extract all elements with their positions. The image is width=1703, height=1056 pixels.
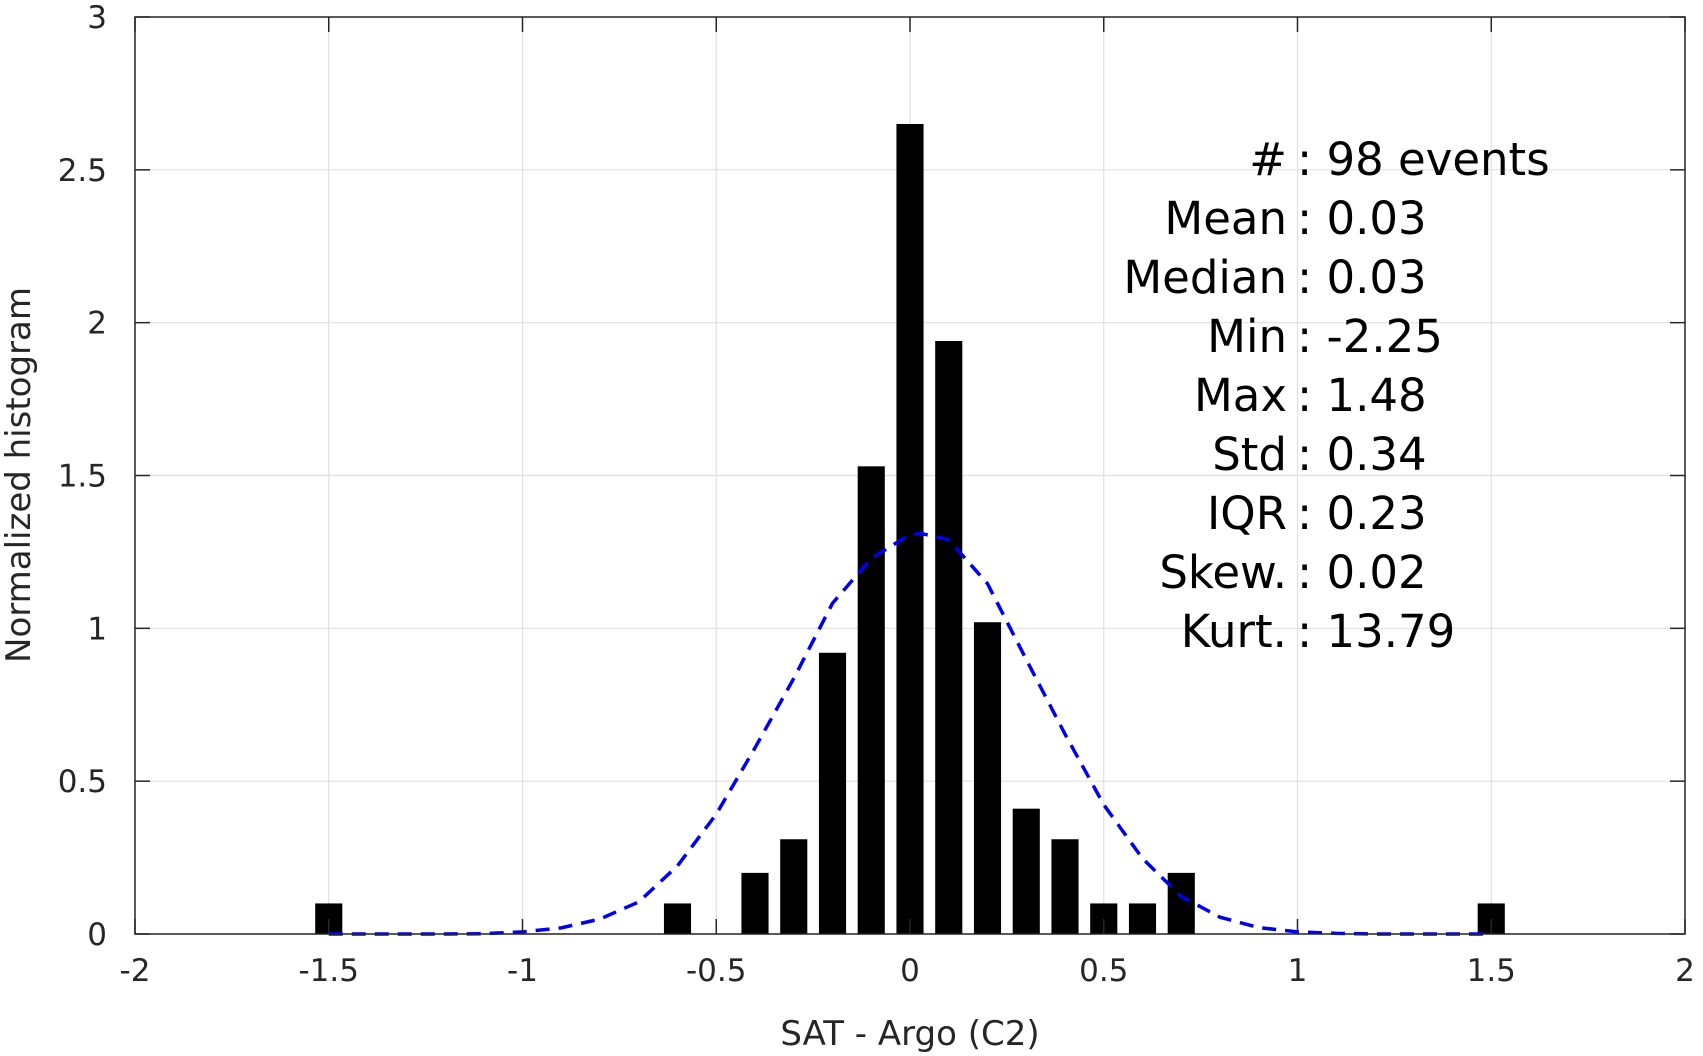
normal-fit-curve	[328, 531, 1492, 936]
stat-text: Std: 0.34	[1212, 428, 1426, 481]
y-tick-label: 3	[87, 0, 107, 36]
axis-ticks	[134, 16, 1686, 935]
x-tick-label: -2	[120, 953, 151, 989]
histogram-bar	[1051, 839, 1079, 934]
histogram-bar	[818, 652, 847, 934]
x-axis-label: SAT - Argo (C2)	[780, 1014, 1039, 1054]
x-tick-label: 0	[900, 953, 920, 989]
y-axis-label: Normalized histogram	[0, 287, 39, 663]
histogram-bar	[663, 903, 692, 934]
stat-text: Median: 0.03	[1123, 251, 1426, 304]
histogram-bars	[315, 123, 1505, 934]
stat-line: Median: 0.03	[1123, 251, 1426, 304]
stat-text: IQR: 0.23	[1207, 487, 1427, 540]
histogram-bar	[857, 466, 885, 934]
normal-fit-line	[328, 531, 1492, 936]
histogram-bar	[896, 123, 924, 934]
y-tick-label: 0	[87, 917, 107, 953]
histogram-bar	[1012, 808, 1040, 934]
stat-line: Mean: 0.03	[1164, 192, 1426, 245]
x-tick-label: 0.5	[1079, 953, 1128, 989]
histogram-bar	[780, 839, 808, 934]
y-tick-labels: 0 0.5 1 1.5 2 2.5 3	[58, 0, 107, 953]
stat-text: Max: 1.48	[1194, 369, 1427, 422]
y-tick-label: 1	[87, 611, 107, 647]
stat-text: #: 98 events	[1249, 133, 1549, 186]
stat-line: Max: 1.48	[1194, 369, 1427, 422]
histogram-bar	[935, 341, 963, 934]
stat-text: Mean: 0.03	[1164, 192, 1426, 245]
stat-text: Min: -2.25	[1207, 310, 1443, 363]
x-tick-label: -0.5	[686, 953, 747, 989]
x-tick-label: 1.5	[1467, 953, 1516, 989]
y-tick-label: 2.5	[58, 153, 107, 189]
stat-text: Kurt.: 13.79	[1181, 605, 1456, 658]
y-tick-label: 1.5	[58, 459, 107, 495]
histogram-bar	[1167, 872, 1195, 934]
stat-line: Skew.: 0.02	[1159, 546, 1426, 599]
x-tick-label: -1	[507, 953, 538, 989]
statistics-box: #: 98 events Mean: 0.03 Median: 0.03 Min: -…	[1123, 133, 1549, 658]
histogram-bar	[1128, 903, 1157, 934]
histogram-bar	[973, 622, 1002, 934]
histogram-bar	[741, 872, 769, 934]
y-tick-label: 0.5	[58, 764, 107, 800]
stat-text: Skew.: 0.02	[1159, 546, 1426, 599]
stat-line: IQR: 0.23	[1207, 487, 1427, 540]
stat-line: #: 98 events	[1249, 133, 1549, 186]
stat-line: Kurt.: 13.79	[1181, 605, 1456, 658]
x-tick-labels: -2 -1.5 -1 -0.5 0 0.5 1 1.5 2	[120, 953, 1695, 989]
x-tick-label: 2	[1675, 953, 1695, 989]
y-tick-label: 2	[87, 306, 107, 342]
x-tick-label: 1	[1288, 953, 1308, 989]
stat-line: Min: -2.25	[1207, 310, 1443, 363]
x-tick-label: -1.5	[299, 953, 360, 989]
stat-line: Std: 0.34	[1212, 428, 1426, 481]
